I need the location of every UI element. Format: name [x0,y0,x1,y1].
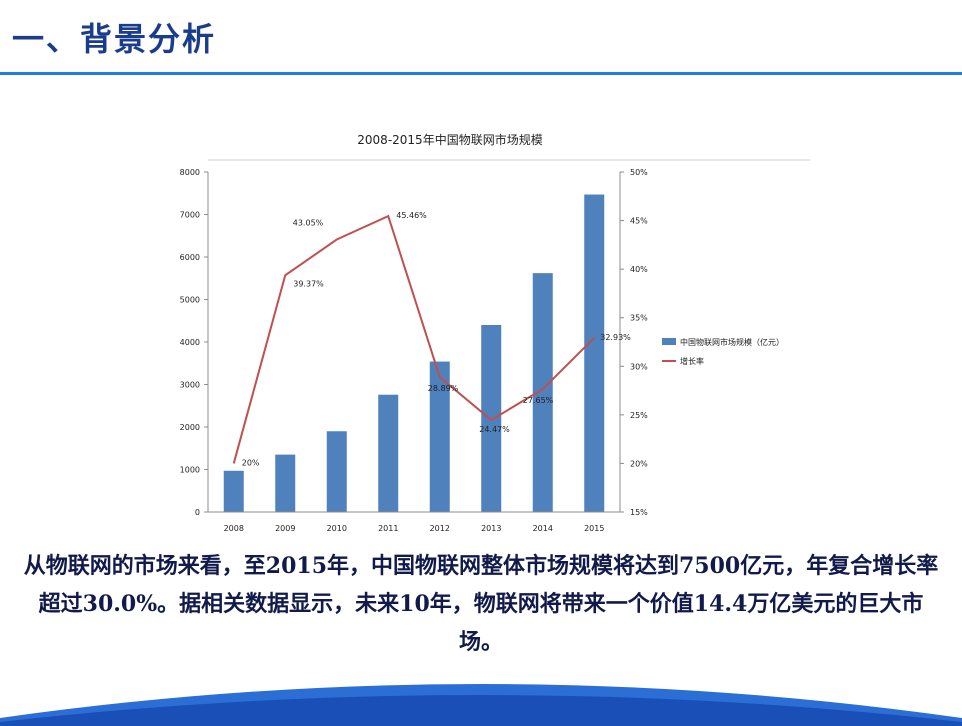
legend-swatch-bar [662,338,676,345]
data-label: 27.65% [523,396,554,405]
y2-tick-label: 30% [630,362,648,371]
data-label: 32.93% [600,333,631,342]
bar [429,361,450,512]
bars-layer [223,194,605,512]
data-label: 39.37% [293,279,324,288]
data-label: 43.05% [293,219,324,228]
slide-title: 一、背景分析 [12,20,217,58]
description-text: 从物联网的市场来看，至2015年，中国物联网整体市场规模将达到7500亿元，年复… [23,553,939,655]
x-tick-label: 2009 [275,524,295,533]
chart-svg: 2008-2015年中国物联网市场规模 0 1000 2000 3000 4000 500… [180,132,810,533]
y-tick-label: 2000 [180,423,200,432]
bar [223,470,244,512]
bar [584,194,605,512]
line-layer: 20% 39.37% 43.05% 45.46% 28.89% 24.47% 27.65% 3… [232,211,631,467]
legend-label-line: 增长率 [680,356,704,366]
x-tick-label: 2013 [481,524,501,533]
y-tick-label: 5000 [180,296,200,305]
y-tick-label: 3000 [180,381,200,390]
y-tick-label: 8000 [180,168,200,177]
data-label: 24.47% [479,425,510,434]
bar [378,394,399,512]
y2-tick-label: 15% [630,508,648,517]
y-tick-label: 4000 [180,338,200,347]
bar [275,454,296,512]
y-tick-label: 0 [195,508,200,517]
x-tick-label: 2014 [533,524,553,533]
y-tick-label: 1000 [180,466,200,475]
bottom-wave-band [0,684,962,726]
bar [481,325,502,512]
bar [326,431,347,512]
x-tick-label: 2015 [584,524,604,533]
y2-tick-label: 20% [630,459,648,468]
y2-tick-label: 45% [630,217,648,226]
data-label: 28.89% [428,384,459,393]
x-tick-label: 2008 [224,524,244,533]
y2-tick-label: 40% [630,265,648,274]
data-label: 45.46% [396,211,427,220]
y2-tick-label: 50% [630,168,648,177]
chart-title: 2008-2015年中国物联网市场规模 [357,132,542,147]
x-tick-label: 2012 [430,524,450,533]
data-label: 20% [242,458,260,467]
y2-tick-label: 25% [630,411,648,420]
x-tick-label: 2011 [378,524,398,533]
y2-tick-label: 35% [630,314,648,323]
y-tick-label: 6000 [180,253,200,262]
growth-rate-line [232,214,595,464]
title-divider [0,72,962,75]
bar [532,273,553,512]
market-chart: 2008-2015年中国物联网市场规模 0 1000 2000 3000 4000 500… [170,120,810,545]
axes-layer: 01000200030004000500060007000800015%20%2… [180,159,810,533]
y-tick-label: 7000 [180,211,200,220]
legend-label-bar: 中国物联网市场规模（亿元） [680,337,784,347]
x-tick-label: 2010 [327,524,347,533]
legend: 中国物联网市场规模（亿元） 增长率 [662,337,784,366]
